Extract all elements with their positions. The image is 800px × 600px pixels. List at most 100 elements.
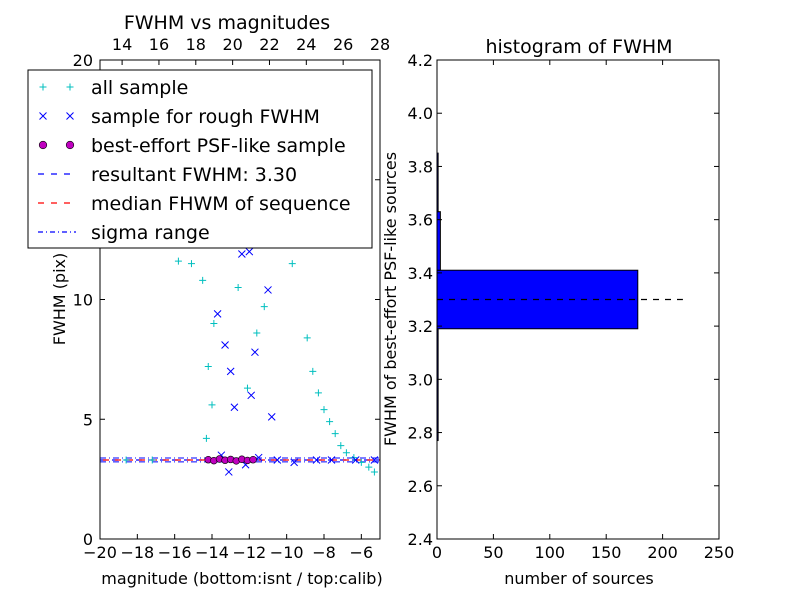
left-top-x-tick-label: 24	[296, 35, 316, 54]
left-y-tick-label: 20	[73, 51, 93, 70]
all-sample-point	[199, 276, 207, 284]
all-sample-point	[326, 418, 334, 426]
right-chart-title: histogram of FWHM	[485, 36, 672, 58]
right-x-tick-label: 200	[647, 543, 678, 562]
all-sample-point	[342, 449, 350, 457]
rough-fwhm-point	[221, 341, 229, 349]
rough-fwhm-point	[226, 367, 235, 376]
rough-fwhm-point	[247, 391, 256, 400]
left-top-x-tick-label: 28	[370, 35, 390, 54]
right-y-tick-label: 4.2	[408, 51, 433, 70]
left-top-x-tick-label: 26	[333, 35, 353, 54]
legend-marker	[66, 112, 74, 120]
legend-label: all sample	[91, 77, 188, 99]
legend: all sample sample for rough FWHM best-effo…	[27, 69, 373, 249]
left-axis-ticks: −20 −18 −16 −14 −12 −10 −8 −6 14 16 18 20 22 24 26 28 0 5…	[73, 35, 391, 562]
all-sample-point	[210, 319, 218, 327]
all-sample-point	[187, 260, 195, 268]
rough-fwhm-point	[230, 403, 239, 412]
right-x-tick-label: 50	[483, 543, 503, 562]
left-x-tick-label: −6	[350, 543, 374, 562]
right-y-tick-label: 4.0	[408, 104, 433, 123]
rough-fwhm-point	[273, 456, 282, 464]
left-x-tick-label: −12	[232, 543, 266, 562]
all-sample-point	[357, 458, 365, 466]
legend-marker	[65, 140, 75, 150]
legend-label: best-effort PSF-like sample	[91, 135, 346, 157]
left-y-tick-label: 10	[73, 291, 93, 310]
all-sample-point	[303, 334, 311, 342]
left-chart-title: FWHM vs magnitudes	[124, 12, 330, 34]
legend-entries: all sample sample for rough FWHM best-effo…	[38, 77, 351, 244]
all-sample-point	[320, 406, 328, 414]
left-x-tick-label: −20	[83, 543, 117, 562]
rough-fwhm-point	[370, 456, 379, 464]
left-x-tick-label: −14	[195, 543, 229, 562]
left-top-x-tick-label: 18	[186, 35, 206, 54]
left-top-x-tick-label: 14	[112, 35, 132, 54]
all-sample-point	[174, 257, 182, 265]
left-x-tick-label: −10	[270, 543, 304, 562]
psf-like-point	[249, 456, 257, 464]
right-x-tick-label: 250	[704, 543, 735, 562]
left-top-x-tick-label: 22	[259, 35, 279, 54]
all-sample-point	[204, 363, 212, 371]
right-x-tick-label: 150	[591, 543, 622, 562]
rough-fwhm-point	[245, 247, 254, 256]
right-plot-frame	[436, 59, 720, 540]
right-axis-ticks: 0 50 100 150 200 250 2.4 2.6 2.8 3.0 3.2 3.4 3.6 3.8 4…	[408, 51, 735, 562]
all-sample-point	[208, 401, 216, 409]
right-y-tick-label: 3.2	[408, 317, 433, 336]
all-sample-point	[253, 329, 261, 337]
all-sample-point	[260, 303, 268, 311]
all-sample-point	[148, 456, 156, 464]
left-scatter-marks	[100, 73, 380, 476]
right-x-tick-label: 100	[535, 543, 566, 562]
right-x-tick-label: 0	[432, 543, 442, 562]
legend-label: sample for rough FWHM	[91, 106, 320, 128]
right-y-tick-label: 2.8	[408, 424, 433, 443]
rough-fwhm-point	[327, 456, 336, 464]
rough-fwhm-point	[290, 458, 298, 467]
legend-marker	[39, 83, 47, 91]
left-x-axis-label: magnitude (bottom:isnt / top:calib)	[101, 569, 382, 588]
right-y-tick-label: 3.0	[408, 370, 433, 389]
all-sample-point	[370, 468, 378, 476]
right-y-tick-label: 3.8	[408, 157, 433, 176]
left-x-tick-label: −18	[120, 543, 154, 562]
rough-fwhm-point	[312, 456, 321, 464]
left-y-tick-label: 5	[83, 410, 93, 429]
all-sample-point	[365, 463, 373, 471]
legend-marker	[66, 83, 74, 91]
left-y-tick-label: 0	[83, 530, 93, 549]
legend-box	[27, 69, 373, 249]
right-y-tick-label: 2.4	[408, 530, 433, 549]
rough-fwhm-point	[251, 348, 259, 357]
right-y-tick-label: 3.6	[408, 211, 433, 230]
all-sample-point	[234, 284, 242, 292]
right-y-tick-label: 2.6	[408, 477, 433, 496]
all-sample-point	[202, 434, 210, 442]
right-histogram-panel: 0 50 100 150 200 250 2.4 2.6 2.8 3.0 3.2 3.4 3.6 3.8 4…	[381, 36, 734, 588]
all-sample-point	[337, 442, 345, 450]
all-sample-point	[288, 260, 296, 268]
rough-fwhm-point	[267, 413, 276, 421]
left-x-tick-label: −8	[312, 543, 336, 562]
legend-marker	[38, 140, 48, 150]
left-y-axis-label: FWHM (pix)	[50, 253, 69, 346]
all-sample-point	[331, 430, 339, 438]
histogram-bar	[436, 211, 441, 271]
legend-marker	[39, 112, 47, 120]
left-top-x-tick-label: 16	[149, 35, 169, 54]
all-sample-point	[122, 456, 130, 464]
all-sample-point	[309, 367, 317, 375]
rough-fwhm-point	[264, 286, 272, 294]
rough-fwhm-point	[213, 310, 222, 318]
rough-fwhm-point	[224, 468, 233, 476]
right-y-axis-label: FWHM of best-effort PSF-like sources	[381, 152, 400, 446]
all-sample-point	[243, 384, 251, 392]
rough-fwhm-point	[238, 250, 246, 258]
rough-fwhm-point	[351, 456, 360, 464]
all-sample-point	[314, 389, 322, 397]
